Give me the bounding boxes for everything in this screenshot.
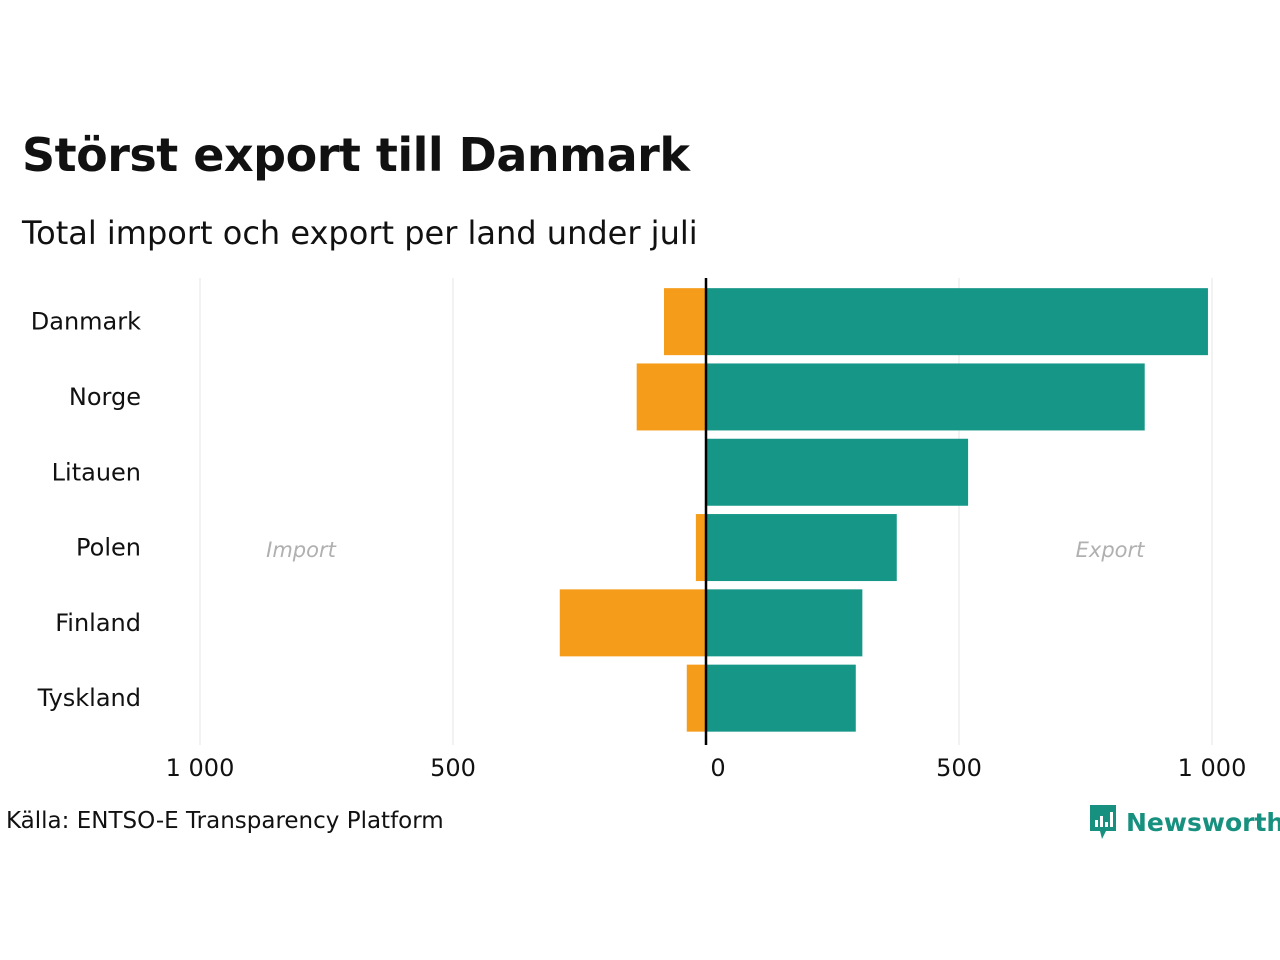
logo-text: Newsworthy (1126, 807, 1280, 837)
export-bar (706, 363, 1145, 431)
chart-icon (1090, 805, 1116, 839)
chart-title: Störst export till Danmark (22, 128, 690, 182)
import-bar (664, 288, 706, 356)
import-bar (559, 589, 706, 657)
import-bar (695, 514, 706, 582)
import-annotation: Import (266, 538, 336, 562)
category-label: Finland (55, 609, 141, 637)
category-label: Danmark (31, 308, 141, 336)
export-bar (706, 589, 863, 657)
export-annotation: Export (1076, 538, 1146, 562)
import-bar (636, 363, 706, 431)
import-bar (686, 664, 706, 732)
export-bar (706, 664, 856, 732)
x-tick-label: 0 (710, 754, 725, 782)
x-tick-label: 500 (430, 754, 476, 782)
x-tick-label: 1 000 (1178, 754, 1247, 782)
x-tick-label: 500 (936, 754, 982, 782)
bar-chart: Import Export Danmark Norge Litauen Polen Finl… (31, 278, 1247, 782)
export-bar (706, 288, 1208, 356)
source-note: Källa: ENTSO-E Transparency Platform (6, 808, 444, 834)
category-label: Norge (69, 383, 141, 411)
newsworthy-logo: Newsworthy (1088, 802, 1280, 842)
export-bar (706, 514, 897, 582)
category-label: Polen (76, 534, 141, 562)
export-bar (706, 438, 969, 506)
chart-subtitle: Total import och export per land under j… (22, 214, 698, 252)
x-tick-label: 1 000 (166, 754, 235, 782)
category-label: Litauen (52, 458, 141, 486)
category-label: Tyskland (37, 684, 141, 712)
